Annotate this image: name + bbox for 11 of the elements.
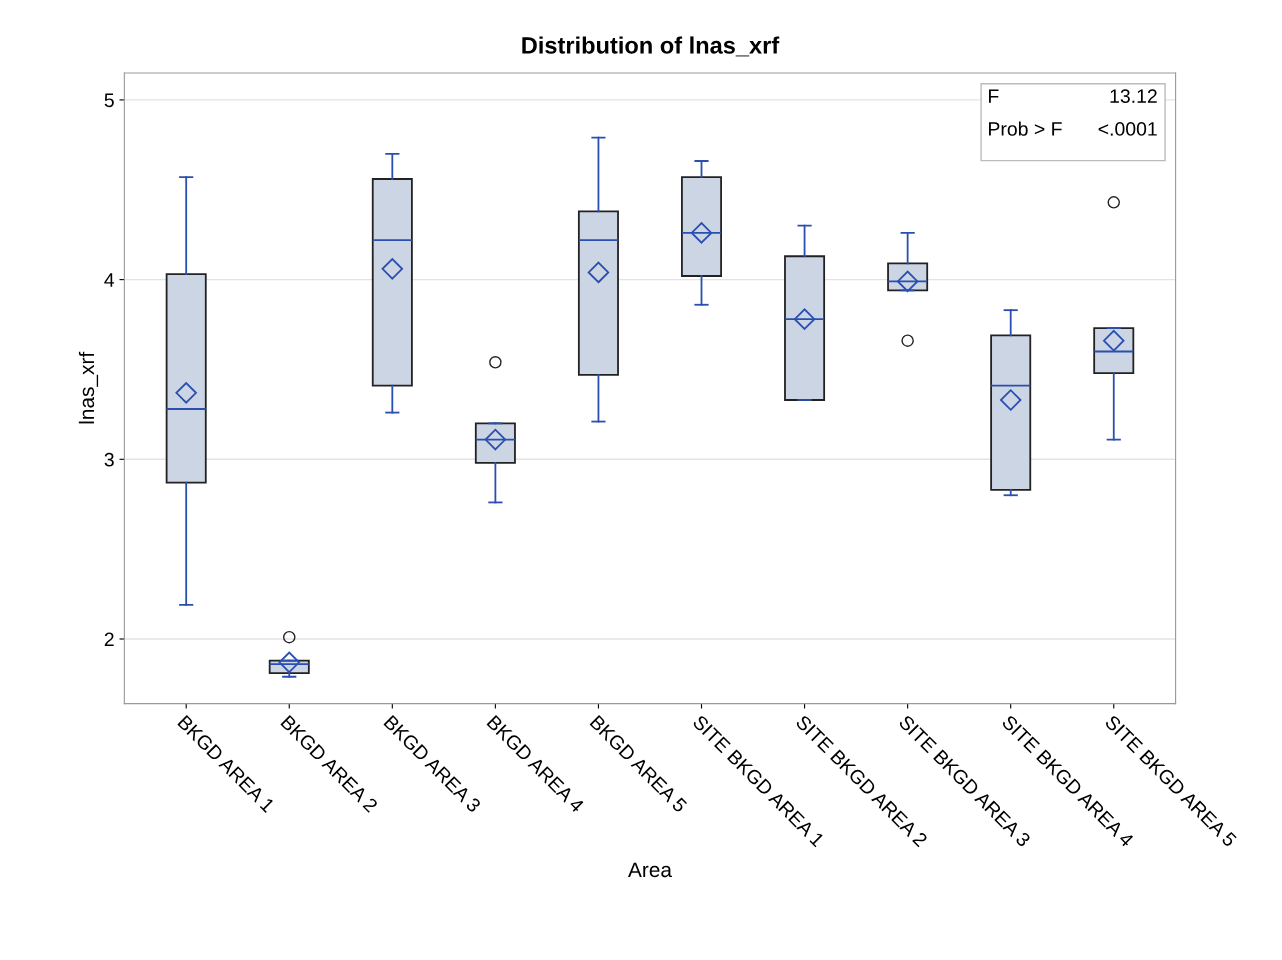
annotation: Prob > F	[989, 121, 1062, 136]
y-tick-label: 2	[104, 632, 114, 647]
annotation: <.0001	[1098, 122, 1157, 136]
annotation: 13.12	[1110, 89, 1157, 104]
y-axis-title: lnas_xrf	[78, 351, 99, 424]
y-tick-label: 5	[104, 93, 114, 108]
annotation: F	[989, 89, 999, 103]
x-axis-title: Area	[628, 862, 672, 878]
y-tick-label: 3	[104, 452, 114, 467]
y-tick-label: 4	[104, 273, 115, 287]
chart-title: Distribution of lnas_xrf	[522, 36, 780, 57]
